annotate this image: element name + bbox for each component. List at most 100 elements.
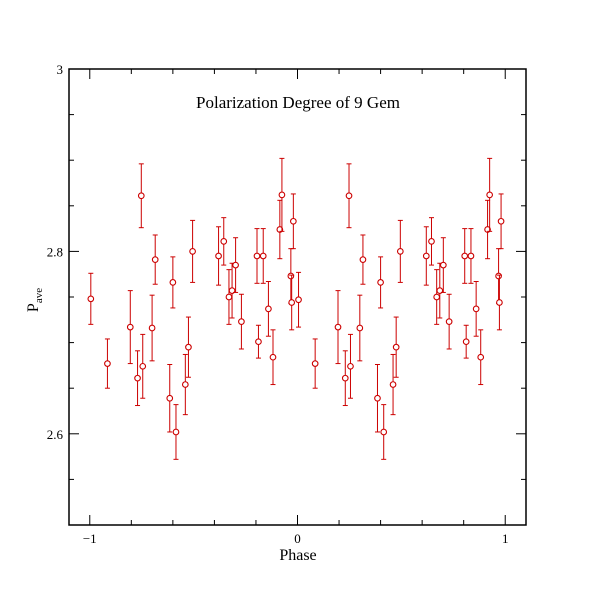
data-point (148, 294, 156, 362)
data-point (380, 404, 388, 460)
point-marker (467, 252, 475, 260)
point-marker (380, 428, 388, 436)
point-marker (269, 353, 277, 361)
y-tick-label: 2.8 (47, 244, 63, 259)
point-marker (347, 362, 354, 370)
data-point (139, 333, 147, 399)
data-point (228, 262, 236, 319)
data-point (172, 404, 180, 460)
data-point (311, 338, 319, 389)
data-point (232, 237, 239, 293)
point-marker (220, 238, 228, 245)
point-marker (255, 338, 262, 346)
data-point (374, 363, 381, 433)
y-axis-title-main: P (25, 303, 42, 312)
point-marker (185, 343, 192, 351)
point-marker (265, 305, 272, 313)
point-marker (486, 191, 493, 199)
data-point (472, 280, 480, 337)
data-point (484, 199, 491, 260)
point-marker (169, 279, 177, 286)
point-marker (495, 272, 502, 280)
point-marker (422, 252, 430, 260)
x-tick-label: 1 (502, 531, 509, 546)
data-point (389, 353, 397, 416)
point-marker (377, 279, 384, 286)
data-point (104, 338, 111, 389)
data-point (486, 157, 493, 232)
data-point (166, 363, 174, 433)
data-point (238, 293, 245, 350)
data-point (341, 350, 349, 407)
data-point (461, 228, 469, 284)
x-tick-label: 0 (294, 531, 301, 546)
data-point (347, 333, 354, 399)
point-marker (148, 324, 156, 332)
point-marker (288, 299, 296, 306)
data-point (278, 157, 286, 232)
data-point (496, 274, 503, 331)
data-point (151, 234, 159, 285)
point-marker (295, 296, 302, 304)
data-point (87, 272, 95, 325)
data-point (334, 290, 342, 365)
data-point (220, 217, 228, 266)
point-marker (166, 394, 174, 402)
data-point (253, 228, 261, 284)
point-marker (356, 324, 364, 332)
point-marker (462, 338, 470, 346)
point-marker (232, 261, 239, 269)
point-marker (311, 360, 319, 367)
point-marker (497, 217, 505, 225)
data-point (134, 350, 141, 407)
data-point (185, 316, 192, 378)
point-marker (477, 353, 485, 361)
data-point (215, 226, 222, 286)
point-marker (287, 272, 295, 280)
point-marker (225, 293, 233, 301)
point-marker (428, 238, 435, 245)
point-marker (334, 323, 342, 331)
y-axis-title: Pave (25, 288, 45, 312)
data-point (345, 163, 353, 229)
y-axis-title-subscript: ave (33, 288, 45, 303)
point-marker (341, 374, 349, 382)
point-marker (215, 252, 222, 260)
y-tick-label: 2.6 (47, 427, 64, 442)
axis-ticks (69, 69, 526, 525)
data-point (467, 228, 475, 284)
point-marker (496, 299, 503, 306)
point-marker (345, 192, 353, 200)
data-point (497, 193, 505, 250)
point-marker (126, 323, 134, 331)
point-marker (137, 192, 145, 200)
data-point (392, 316, 400, 378)
data-point (181, 353, 189, 416)
data-point (428, 217, 435, 266)
data-point (495, 248, 502, 304)
axis-tick-labels: −1 0 1 2.6 2.8 3 (47, 62, 509, 546)
data-point (126, 290, 134, 365)
point-marker (396, 248, 404, 255)
data-point (433, 269, 441, 325)
data-point (295, 271, 302, 328)
data-point (225, 269, 233, 325)
data-point (287, 248, 295, 304)
point-marker (181, 381, 189, 388)
data-point (436, 262, 444, 319)
point-marker (238, 318, 245, 325)
point-marker (278, 191, 286, 199)
point-marker (472, 305, 480, 313)
svg-text:Pave: Pave (25, 288, 45, 312)
data-point (396, 219, 404, 283)
data-point (445, 293, 453, 350)
point-marker (359, 256, 367, 263)
point-marker (134, 374, 141, 382)
data-point (477, 329, 485, 386)
point-marker (433, 293, 441, 301)
point-marker (374, 394, 381, 402)
point-marker (392, 343, 400, 351)
point-marker (87, 295, 95, 303)
data-point (422, 226, 430, 286)
data-point (169, 256, 177, 309)
